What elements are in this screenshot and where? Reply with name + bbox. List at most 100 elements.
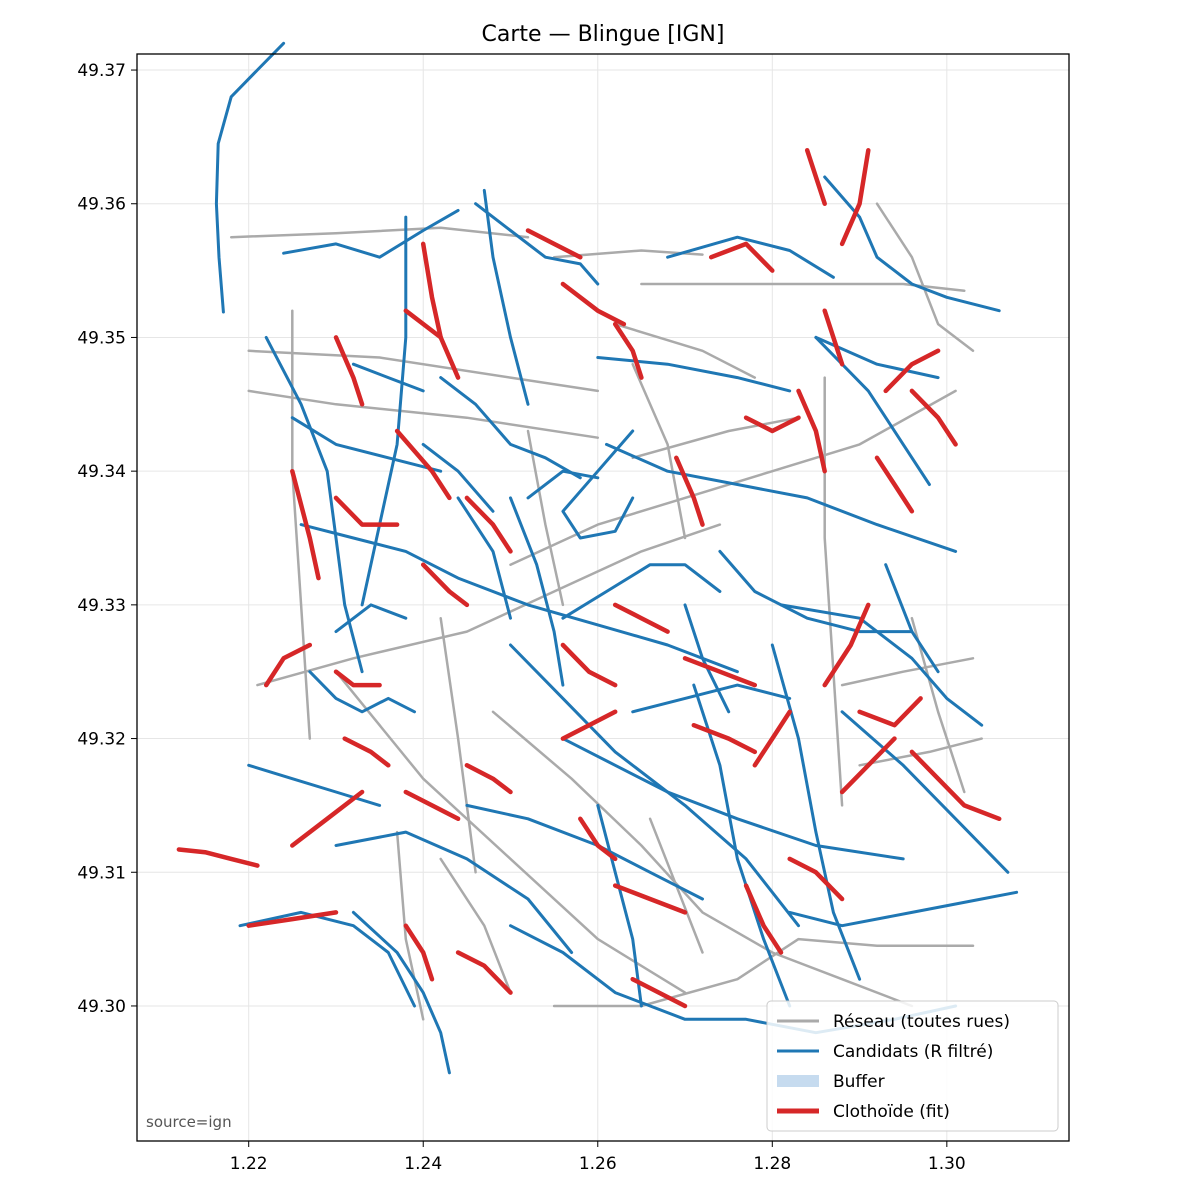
clothoid-fit-segment [176, 847, 260, 868]
clothoid-fit-segment [743, 883, 784, 955]
candidate-street [456, 496, 512, 620]
clothoid-fit-segment [578, 816, 618, 862]
clothoid-fit-segment [333, 669, 382, 688]
candidate-street [561, 563, 722, 620]
clothoid-fit-segment [743, 415, 801, 434]
candidate-street [421, 442, 495, 513]
y-tick-label: 49.35 [77, 328, 126, 348]
network-street [613, 322, 757, 379]
candidate-street [605, 442, 958, 553]
network-street [640, 282, 966, 292]
y-tick-label: 49.36 [77, 195, 126, 215]
x-tick-label: 1.28 [753, 1154, 791, 1174]
network-street [229, 226, 530, 239]
y-tick-label: 49.31 [77, 863, 126, 883]
clothoid-fit-segment [403, 789, 461, 822]
source-note: source=ign [146, 1113, 232, 1131]
candidate-street [351, 362, 425, 393]
clothoid-fit-segment [464, 495, 513, 554]
candidate-street [692, 683, 792, 1008]
network-street [247, 349, 600, 393]
map-plot-area [176, 41, 1019, 1075]
clothoid-fit-segment [612, 321, 644, 380]
network-street [334, 670, 687, 994]
clothoid-fit-segment [455, 950, 513, 995]
candidate-street [482, 188, 530, 406]
clothoid-fit-segment [246, 910, 339, 928]
clothoid-fit-segment [804, 148, 827, 206]
x-axis: 1.22 1.24 1.26 1.28 1.30 [230, 1141, 966, 1174]
legend-box [766, 1000, 1059, 1132]
candidate-street [596, 803, 643, 1008]
candidate-street [247, 763, 382, 807]
candidate-street [214, 41, 286, 314]
candidate-street [264, 335, 364, 674]
candidate-street [596, 356, 792, 393]
candidate-street [509, 496, 565, 687]
network-street [840, 657, 975, 687]
clothoid-fit-segment [752, 709, 792, 768]
network-street [552, 937, 975, 1008]
map-title: Carte — Blingue [IGN] [482, 22, 725, 47]
clothoid-fit-segment [708, 241, 775, 273]
clothoid-fit-segment [822, 308, 845, 367]
clothoid-layer [176, 148, 1002, 1009]
clothoid-fit-segment [420, 241, 443, 340]
clothoid-fit-segment [403, 923, 435, 982]
clothoid-fit-segment [464, 763, 513, 795]
y-tick-label: 49.33 [77, 596, 126, 616]
y-tick-label: 49.32 [77, 730, 126, 750]
network-street [491, 710, 914, 1008]
clothoid-fit-segment [560, 709, 618, 741]
clothoid-fit-segment [787, 856, 845, 902]
candidate-street [718, 549, 914, 634]
clothoid-fit-segment [839, 736, 897, 795]
candidate-street [238, 910, 416, 1008]
network-street [631, 362, 687, 540]
network-street [823, 376, 844, 807]
clothoid-fit-segment [874, 455, 915, 514]
clothoid-fit-segment [630, 976, 688, 1009]
network-street [509, 389, 957, 566]
candidate-street [290, 416, 443, 473]
candidate-street [561, 429, 635, 540]
x-tick-label: 1.26 [579, 1154, 617, 1174]
candidate-street [779, 603, 984, 727]
candidate-street [788, 890, 1019, 928]
network-street [439, 857, 512, 994]
clothoid-fit-segment [290, 789, 365, 848]
clothoid-fit-segment [909, 388, 958, 447]
legend-candidates-label: Candidats (R filtré) [833, 1042, 993, 1062]
clothoid-fit-segment [674, 455, 705, 527]
clothoid-fit-segment [420, 562, 470, 608]
clothoid-fit-segment [909, 749, 1002, 822]
candidate-street [360, 215, 408, 607]
candidate-street [683, 603, 731, 714]
candidate-street [631, 683, 792, 714]
legend-buffer-label: Buffer [833, 1072, 885, 1092]
candidate-street [351, 910, 451, 1075]
network-street [875, 202, 975, 353]
candidate-street [509, 643, 800, 928]
clothoid-fit-segment [263, 642, 313, 688]
candidate-street [823, 175, 1001, 313]
x-tick-label: 1.22 [230, 1154, 268, 1174]
clothoid-fit-segment [342, 736, 391, 768]
clothoid-fit-segment [290, 468, 321, 581]
clothoid-fit-segment [612, 602, 670, 634]
candidates-layer [214, 41, 1019, 1075]
clothoid-fit-segment [796, 388, 827, 474]
candidate-street [526, 469, 600, 500]
y-tick-label: 49.30 [77, 997, 126, 1017]
candidate-street [334, 603, 408, 634]
candidate-street [840, 710, 1010, 874]
candidate-street [884, 563, 940, 674]
clothoid-fit-segment [612, 883, 688, 915]
clothoid-fit-segment [560, 642, 618, 688]
legend-clothoid-label: Clothoïde (fit) [833, 1102, 950, 1122]
y-tick-label: 49.37 [77, 61, 126, 81]
network-street [439, 616, 477, 874]
candidate-street [561, 737, 905, 861]
